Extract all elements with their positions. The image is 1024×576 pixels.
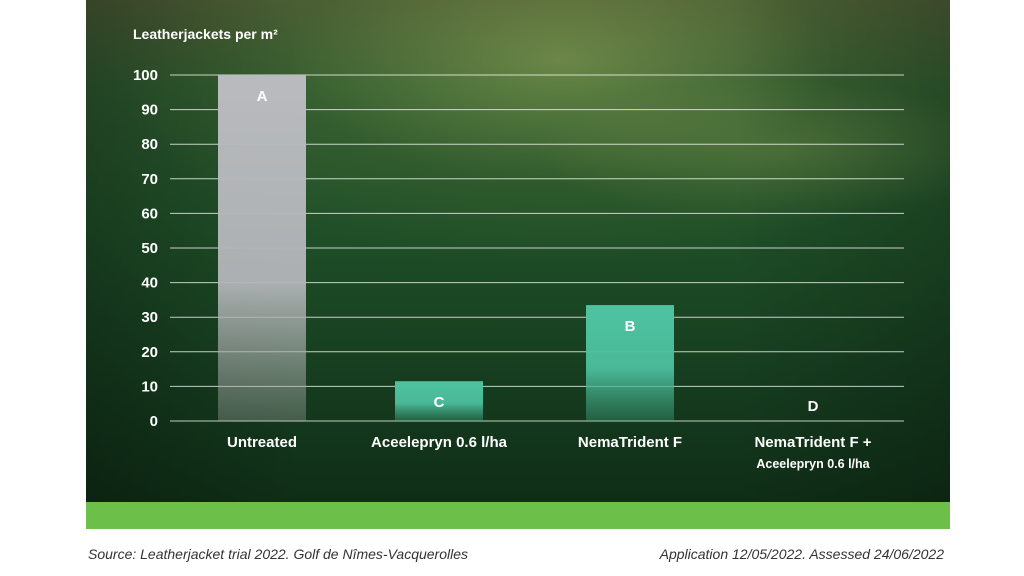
bar: [218, 75, 306, 421]
category-label: Aceelepryn 0.6 l/ha: [371, 434, 508, 451]
source-note: Source: Leatherjacket trial 2022. Golf d…: [88, 546, 469, 562]
y-tick-labels: 0 10 20 30 40 50 60 70 80 90 100: [133, 67, 158, 430]
footer: Source: Leatherjacket trial 2022. Golf d…: [0, 546, 1024, 570]
bar: [586, 305, 674, 421]
significance-letter: D: [808, 398, 819, 415]
y-tick-label: 100: [133, 67, 158, 84]
y-axis-title: Leatherjackets per m²: [133, 26, 278, 42]
y-tick-label: 0: [150, 413, 158, 430]
y-tick-label: 20: [141, 344, 158, 361]
category-sublabel: Aceelepryn 0.6 l/ha: [756, 457, 870, 471]
significance-letter: C: [434, 394, 445, 411]
category-labels: Untreated Aceelepryn 0.6 l/ha NemaTrident …: [227, 434, 872, 471]
category-label: Untreated: [227, 434, 297, 451]
bars: A C B D: [218, 75, 819, 421]
y-tick-label: 10: [141, 378, 158, 395]
bar: [395, 381, 483, 421]
y-tick-label: 80: [141, 136, 158, 153]
category-label: NemaTrident F +: [754, 434, 871, 451]
application-note: Application 12/05/2022. Assessed 24/06/2…: [659, 546, 944, 562]
y-tick-label: 60: [141, 205, 158, 222]
y-tick-label: 90: [141, 102, 158, 119]
y-tick-label: 30: [141, 309, 158, 326]
category-label: NemaTrident F: [578, 434, 682, 451]
significance-letter: B: [625, 318, 636, 335]
green-footer-band: [86, 502, 950, 529]
y-tick-label: 70: [141, 171, 158, 188]
y-tick-label: 50: [141, 240, 158, 257]
y-tick-label: 40: [141, 275, 158, 292]
significance-letter: A: [257, 88, 268, 105]
